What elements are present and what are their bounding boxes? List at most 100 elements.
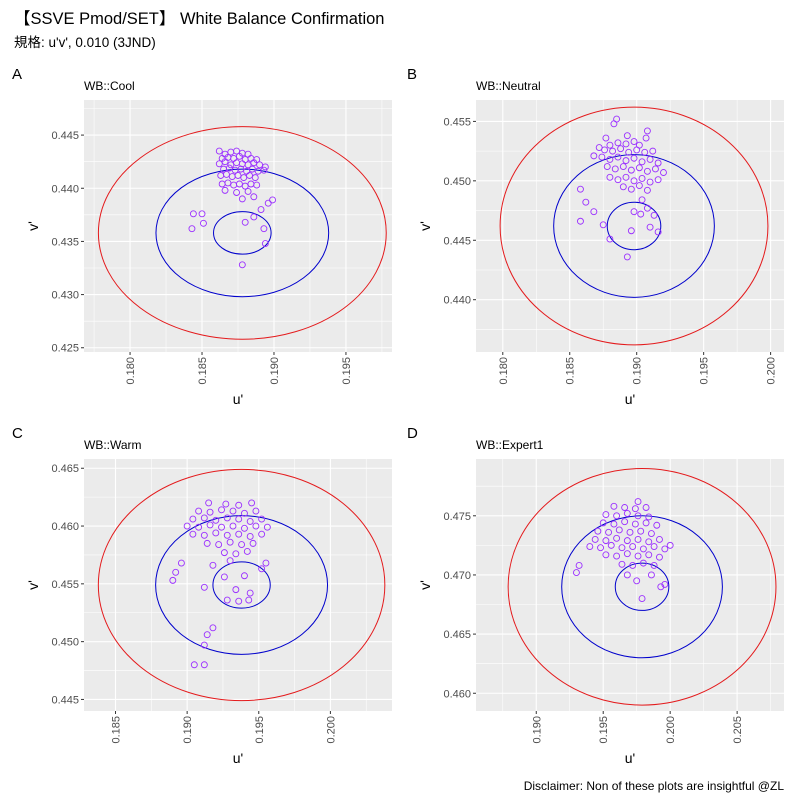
data-point: [234, 172, 242, 179]
y-axis-label: v': [417, 580, 433, 590]
tolerance-ring-outer: [97, 126, 387, 340]
data-point: [220, 573, 228, 581]
data-point: [615, 526, 623, 534]
y-tick-label: 0.450: [443, 176, 471, 188]
data-point: [246, 532, 254, 540]
data-point: [602, 537, 610, 545]
data-point: [253, 181, 261, 189]
data-point: [229, 522, 237, 530]
y-tick-label: 0.465: [51, 463, 79, 475]
data-point: [631, 520, 639, 528]
data-point: [629, 562, 637, 569]
data-point: [223, 531, 231, 539]
panel-title: WB::Neutral: [476, 79, 541, 93]
data-point: [625, 148, 633, 156]
data-point: [656, 536, 663, 543]
data-point: [222, 500, 230, 508]
data-point: [240, 572, 248, 580]
y-tick-label: 0.430: [51, 290, 79, 302]
data-point: [232, 550, 240, 558]
data-point: [206, 521, 214, 529]
data-point: [599, 221, 607, 229]
panel-background: [476, 100, 784, 352]
data-point: [215, 147, 223, 155]
data-point: [250, 159, 258, 167]
data-point: [200, 514, 208, 522]
tolerance-ring-outer: [507, 467, 777, 706]
y-tick-label: 0.455: [443, 116, 471, 128]
data-point: [189, 530, 197, 538]
data-point: [619, 163, 627, 171]
data-point: [623, 550, 631, 558]
data-point: [203, 539, 211, 547]
panel-tag: D: [407, 425, 418, 442]
panel-title: WB::Cool: [84, 79, 135, 93]
data-point: [260, 225, 268, 233]
data-point: [638, 196, 646, 204]
data-point: [639, 559, 647, 567]
data-point: [209, 624, 217, 632]
data-point: [622, 157, 630, 165]
data-point: [594, 527, 602, 535]
data-point: [229, 507, 237, 515]
data-point: [654, 176, 662, 184]
y-tick-label: 0.460: [443, 688, 471, 700]
data-point: [623, 571, 631, 579]
data-point: [269, 196, 276, 204]
data-point: [203, 631, 211, 639]
data-point: [244, 161, 252, 169]
data-point: [172, 568, 180, 576]
data-point: [618, 544, 626, 552]
data-point: [206, 508, 214, 516]
data-point: [627, 185, 635, 193]
data-point: [621, 518, 629, 526]
data-point: [235, 180, 243, 188]
data-point: [613, 534, 621, 542]
y-tick-label: 0.460: [51, 521, 79, 533]
panel-tag: C: [12, 425, 23, 442]
data-point: [637, 527, 645, 535]
data-point: [200, 583, 208, 591]
data-point: [660, 169, 667, 176]
panel-title: WB::Expert1: [476, 438, 544, 452]
data-point: [223, 170, 230, 178]
data-point: [614, 153, 622, 161]
data-point: [606, 141, 614, 149]
y-axis-label: v': [25, 221, 41, 231]
data-point: [627, 166, 635, 174]
data-point: [610, 120, 618, 128]
data-point: [614, 139, 622, 147]
data-point: [630, 208, 638, 216]
x-tick-label: 0.190: [182, 716, 194, 744]
data-point: [241, 218, 249, 226]
data-point: [215, 160, 223, 168]
data-point: [223, 596, 231, 604]
panel-title: WB::Warm: [84, 438, 142, 452]
data-point: [238, 195, 246, 203]
data-point: [233, 147, 241, 155]
data-point: [209, 561, 217, 569]
data-point: [252, 507, 260, 515]
data-point: [653, 521, 661, 529]
x-tick-label: 0.195: [341, 357, 353, 385]
data-point: [614, 176, 622, 184]
data-point: [657, 583, 665, 591]
data-point: [622, 173, 630, 181]
x-tick-label: 0.180: [498, 357, 510, 385]
data-point: [237, 165, 245, 173]
data-point: [613, 512, 621, 520]
data-point: [257, 206, 265, 213]
data-point: [645, 513, 653, 521]
data-point: [200, 641, 208, 649]
data-point: [225, 164, 233, 172]
data-point: [258, 515, 266, 523]
data-point: [645, 551, 653, 559]
data-point: [232, 586, 240, 594]
data-point: [235, 597, 243, 605]
data-point: [638, 595, 646, 603]
data-point: [633, 146, 641, 154]
x-axis-label: u': [625, 391, 635, 407]
data-point: [212, 529, 220, 537]
